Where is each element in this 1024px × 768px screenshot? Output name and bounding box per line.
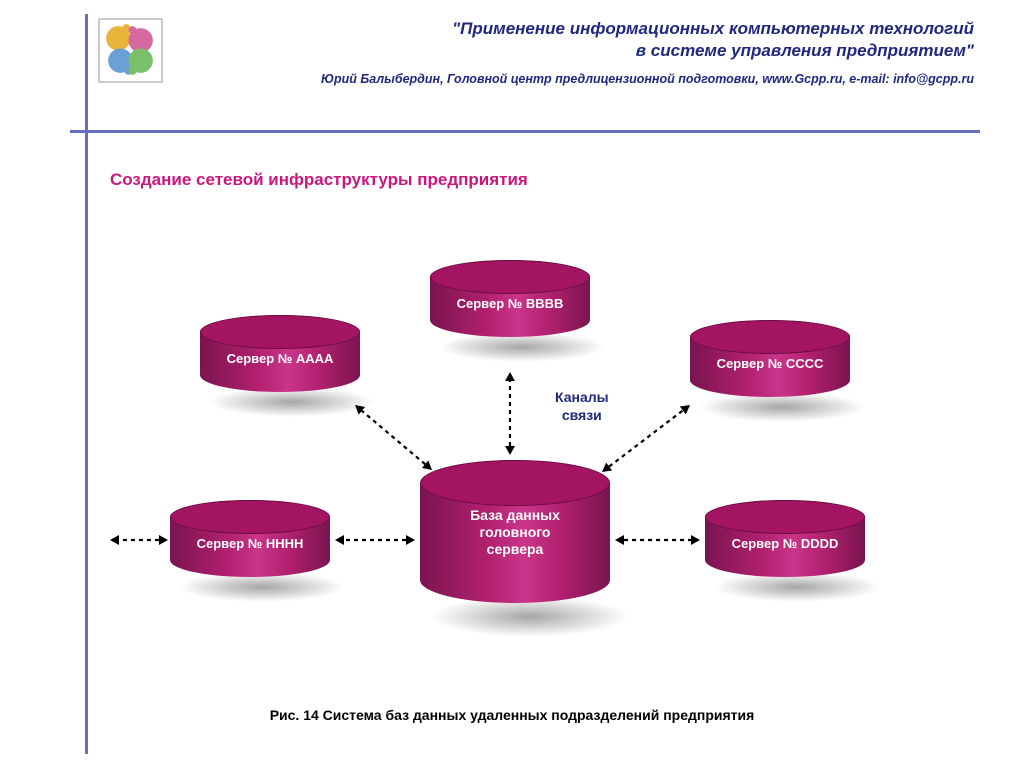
cylinder-label-bbbb: Сервер № BBBB: [430, 295, 590, 312]
cylinder-label-aaaa: Сервер № AAAA: [200, 350, 360, 367]
cylinder-cccc: Сервер № СССС: [690, 320, 850, 414]
cylinder-label-center: База данныхголовногосервера: [420, 507, 610, 558]
cylinder-center: База данныхголовногосервера: [420, 460, 610, 626]
cylinder-aaaa: Сервер № AAAA: [200, 315, 360, 409]
channels-label-l1: Каналы: [555, 389, 609, 405]
channels-label-l2: связи: [562, 407, 602, 423]
channels-label: Каналы связи: [555, 388, 609, 424]
cylinder-bbbb: Сервер № BBBB: [430, 260, 590, 354]
cylinder-label-dddd: Сервер № DDDD: [705, 535, 865, 552]
diagram: База данныхголовногосервера Сервер № BBBB…: [0, 0, 1024, 768]
cylinder-label-cccc: Сервер № СССС: [690, 355, 850, 372]
caption: Рис. 14 Система баз данных удаленных под…: [0, 707, 1024, 723]
cylinder-dddd: Сервер № DDDD: [705, 500, 865, 594]
cylinder-label-hhhh: Сервер № НННН: [170, 535, 330, 552]
cylinder-hhhh: Сервер № НННН: [170, 500, 330, 594]
